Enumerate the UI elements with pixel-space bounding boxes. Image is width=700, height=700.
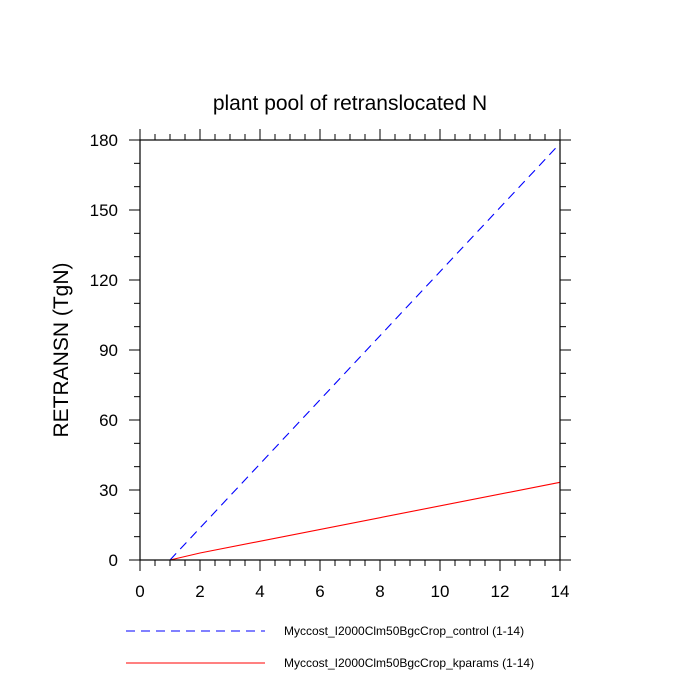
x-tick-label: 0 <box>135 582 144 601</box>
series-line-1 <box>169 143 561 561</box>
y-tick-label: 30 <box>99 481 118 500</box>
x-tick-labels: 0 2 4 6 8 10 12 14 <box>135 582 569 601</box>
legend-label-2: Myccost_I2000Clm50BgcCrop_kparams (1-14) <box>284 656 534 670</box>
chart-title: plant pool of retranslocated N <box>213 92 487 115</box>
y-tick-label: 180 <box>90 131 118 150</box>
y-tick-label: 60 <box>99 411 118 430</box>
legend-label-1: Myccost_I2000Clm50BgcCrop_control (1-14) <box>284 624 524 638</box>
x-tick-label: 8 <box>375 582 384 601</box>
x-tick-label: 6 <box>315 582 324 601</box>
y-tick-label: 150 <box>90 201 118 220</box>
y-tick-label: 0 <box>109 551 118 570</box>
y-tick-label: 120 <box>90 271 118 290</box>
x-tick-label: 12 <box>491 582 510 601</box>
x-tick-label: 14 <box>551 582 570 601</box>
series-line-2 <box>169 481 561 561</box>
plot-frame <box>139 139 561 561</box>
x-tick-label: 4 <box>255 582 264 601</box>
y-tick-labels: 0 30 60 90 120 150 180 <box>90 131 118 570</box>
y-axis-label: RETRANSN (TgN) <box>50 262 73 437</box>
series-lines <box>169 143 561 561</box>
x-tick-label: 10 <box>431 582 450 601</box>
y-tick-label: 90 <box>99 341 118 360</box>
minor-ticks <box>134 134 566 566</box>
legend: Myccost_I2000Clm50BgcCrop_control (1-14)… <box>126 624 534 670</box>
x-tick-label: 2 <box>195 582 204 601</box>
major-ticks <box>129 129 571 571</box>
